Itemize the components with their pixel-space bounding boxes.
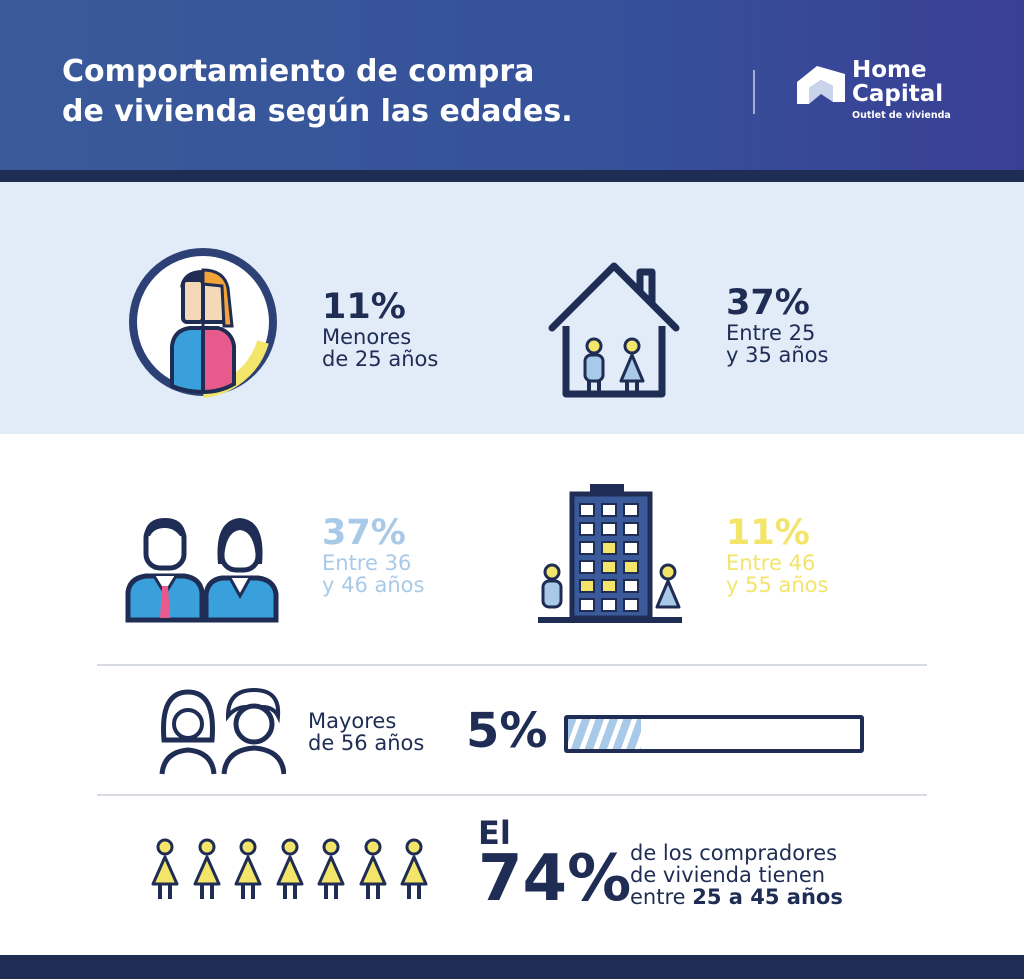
people-row [150, 838, 450, 904]
stat-label-line-2: y 35 años [726, 343, 829, 367]
building-window [601, 503, 617, 517]
stat-label-line-2: de 25 años [322, 347, 439, 371]
house-family-icon [548, 262, 680, 398]
header-stripe [0, 170, 1024, 182]
page-title: Comportamiento de compra de vivienda seg… [62, 52, 682, 132]
building-window [601, 522, 617, 536]
building-window [623, 579, 639, 593]
building-window [623, 598, 639, 612]
person-icon [151, 838, 179, 899]
person-icon [193, 838, 220, 899]
stat-label-line-2: y 55 años [726, 573, 829, 597]
stat-36-46: 37% Entre 36 y 46 años [322, 514, 424, 596]
stat-25-35: 37% Entre 25 y 35 años [726, 284, 828, 366]
building-window [579, 579, 595, 593]
progress-fill [568, 719, 641, 749]
building-window [579, 522, 595, 536]
brand-line-2: Capital [852, 81, 944, 107]
footer-stripe [0, 955, 1024, 979]
brand-tagline: Outlet de vivienda [852, 110, 951, 121]
brand-name: Home Capital [852, 58, 943, 106]
person-icon [359, 838, 386, 899]
stat-label-line-1: Entre 25 [726, 321, 816, 345]
home-capital-logo-icon [797, 66, 845, 104]
title-line-2: de vivienda según las edades. [62, 94, 573, 129]
summary-line-2: de vivienda tienen [630, 863, 826, 887]
stat-percentage: 37% [322, 513, 406, 553]
summary-percentage: 74% [478, 842, 632, 916]
stat-under-25: 11% Menores de 25 años [322, 288, 438, 370]
header-banner: Comportamiento de compra de vivienda seg… [0, 0, 1024, 170]
stat-percentage: 11% [322, 287, 406, 327]
older-progress-bar [564, 715, 864, 753]
summary-line-3-prefix: entre [630, 885, 693, 909]
building-window [623, 541, 639, 555]
stat-label-line-2: de 56 años [308, 731, 425, 755]
couple-circle-icon [129, 248, 277, 398]
stat-label-line-1: Entre 36 [322, 551, 412, 575]
building-window [601, 541, 617, 555]
building-family-icon [538, 484, 682, 623]
stat-46-55: 11% Entre 46 y 55 años [726, 514, 828, 596]
person-icon [400, 838, 428, 899]
stat-label-line-1: Entre 46 [726, 551, 816, 575]
summary-text: de los compradores de vivienda tienen en… [630, 842, 843, 908]
section-divider [97, 664, 927, 666]
building-window [601, 579, 617, 593]
person-icon [234, 838, 262, 899]
building-window [601, 598, 617, 612]
summary-line-1: de los compradores [630, 841, 838, 865]
summary-line-3-bold: 25 a 45 años [692, 885, 843, 909]
building-window [623, 560, 639, 574]
stat-percentage: 11% [726, 513, 810, 553]
building-window [579, 541, 595, 555]
stat-label-line-2: y 46 años [322, 573, 425, 597]
building-window [579, 503, 595, 517]
seniors-icon [159, 687, 286, 775]
summary-line-3: entre 25 a 45 años [630, 886, 843, 908]
summary-lead: El [478, 814, 511, 852]
building-window [623, 503, 639, 517]
stat-percentage: 37% [726, 283, 810, 323]
building-window [601, 560, 617, 574]
older-percentage: 5% [466, 703, 548, 759]
stat-label-line-1: Mayores [308, 709, 397, 733]
stat-over-56: Mayores de 56 años [308, 710, 424, 754]
building-window [579, 560, 595, 574]
title-line-1: Comportamiento de compra [62, 54, 535, 89]
brand-line-1: Home [852, 57, 927, 83]
stat-label-line-1: Menores [322, 325, 412, 349]
person-icon [276, 838, 303, 899]
person-icon [317, 838, 345, 899]
business-couple-icon [125, 518, 279, 623]
building-window [623, 522, 639, 536]
section-divider [97, 794, 927, 796]
header-divider [753, 70, 755, 114]
building-window [579, 598, 595, 612]
